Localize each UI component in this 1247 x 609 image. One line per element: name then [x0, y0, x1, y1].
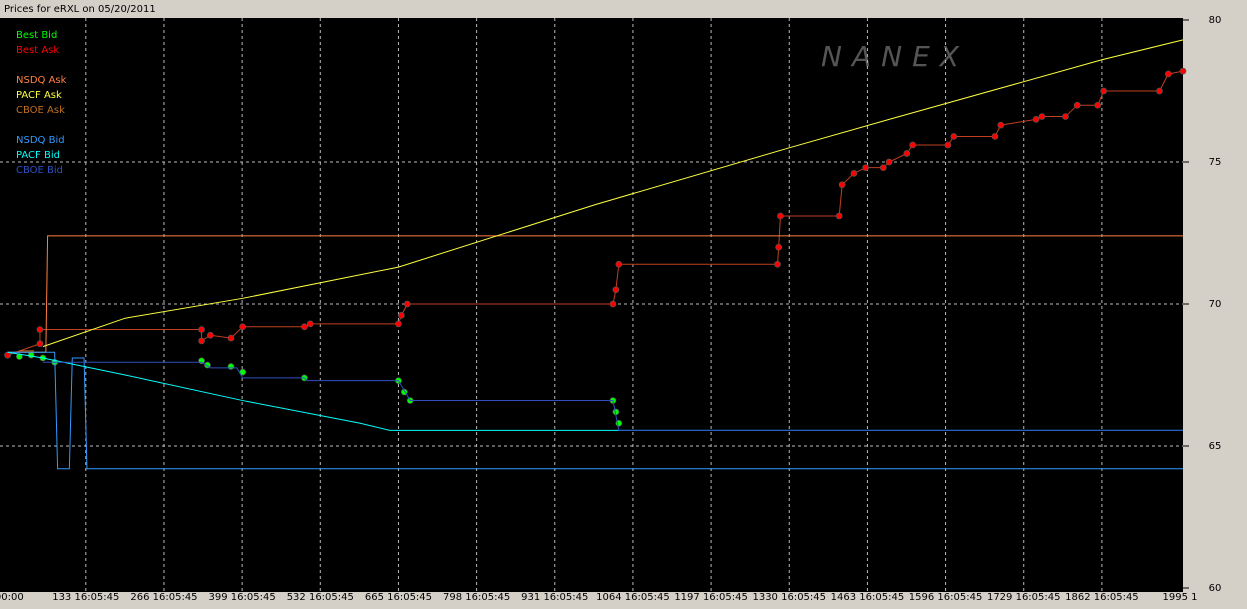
x-tick-label: 1330 16:05:45	[752, 592, 826, 603]
marker	[227, 334, 235, 342]
marker	[609, 300, 617, 308]
x-tick-label: 798 16:05:45	[443, 592, 510, 603]
marker	[1156, 87, 1163, 95]
marker	[862, 164, 870, 172]
marker	[1094, 101, 1102, 109]
marker	[777, 212, 784, 220]
marker	[903, 150, 911, 157]
x-tick-label: 1995 1	[1163, 592, 1198, 603]
marker	[835, 212, 843, 220]
marker	[775, 243, 783, 251]
marker	[1100, 87, 1108, 95]
y-tick-label: 70	[1209, 299, 1222, 310]
marker	[198, 337, 205, 345]
marker	[198, 326, 205, 333]
chart-title: Prices for eRXL on 05/20/2011	[4, 4, 156, 15]
x-tick-label: 532 16:05:45	[287, 592, 354, 603]
x-tick-label: 1729 16:05:45	[987, 592, 1061, 603]
marker	[997, 121, 1005, 129]
marker	[991, 133, 999, 140]
x-tick-label: 1463 16:05:45	[831, 592, 905, 603]
marker	[1164, 70, 1172, 78]
legend-entry: CBOE Ask	[16, 105, 65, 116]
series-line	[7, 351, 1183, 431]
marker	[950, 133, 958, 140]
marker	[239, 323, 247, 331]
legend-entry: CBOE Bid	[16, 165, 63, 176]
x-tick-label: 1596 16:05:45	[909, 592, 983, 603]
legend-entry: NSDQ Bid	[16, 135, 65, 146]
plot-area	[0, 18, 1183, 592]
x-tick-label: :00:00	[0, 592, 24, 603]
x-tick-label: 133 16:05:45	[52, 592, 119, 603]
marker	[301, 323, 308, 331]
marker	[207, 331, 214, 339]
x-tick-label: 1197 16:05:45	[674, 592, 748, 603]
marker	[850, 170, 858, 177]
watermark: NANEX	[821, 40, 969, 73]
marker	[395, 320, 402, 328]
marker	[838, 181, 846, 189]
marker	[1032, 116, 1040, 123]
marker	[615, 260, 623, 268]
marker	[944, 141, 952, 149]
legend-entry: PACF Ask	[16, 90, 62, 101]
y-tick-label: 75	[1209, 157, 1222, 168]
marker	[227, 363, 235, 370]
marker	[27, 351, 35, 359]
marker	[885, 158, 893, 166]
marker	[774, 260, 781, 268]
marker	[198, 357, 205, 365]
series-line	[42, 39, 1184, 348]
y-tick-label: 80	[1209, 15, 1222, 26]
x-tick-label: 665 16:05:45	[365, 592, 432, 603]
marker	[1073, 101, 1081, 109]
marker	[879, 164, 887, 172]
legend-entry: Best Ask	[16, 45, 59, 56]
x-tick-label: 1862 16:05:45	[1065, 592, 1139, 603]
y-tick-label: 60	[1209, 583, 1222, 594]
marker	[612, 286, 620, 294]
x-tick-label: 1064 16:05:45	[596, 592, 670, 603]
marker	[909, 141, 917, 149]
marker	[36, 340, 44, 348]
legend-entry: PACF Bid	[16, 150, 60, 161]
marker	[16, 353, 23, 360]
series-line	[7, 70, 1184, 356]
series-line	[7, 351, 1183, 470]
y-tick-label: 65	[1209, 441, 1222, 452]
x-tick-label: 266 16:05:45	[130, 592, 197, 603]
x-tick-label: 931 16:05:45	[521, 592, 588, 603]
marker	[1038, 113, 1046, 120]
series-line	[42, 361, 1183, 431]
marker	[403, 300, 411, 308]
marker	[36, 326, 44, 333]
marker	[1062, 113, 1069, 120]
marker	[398, 312, 405, 319]
marker	[306, 320, 314, 328]
marker	[1179, 67, 1187, 75]
legend-entry: NSDQ Ask	[16, 75, 67, 86]
x-tick-label: 399 16:05:45	[209, 592, 276, 603]
legend-entry: Best Bid	[16, 30, 57, 41]
